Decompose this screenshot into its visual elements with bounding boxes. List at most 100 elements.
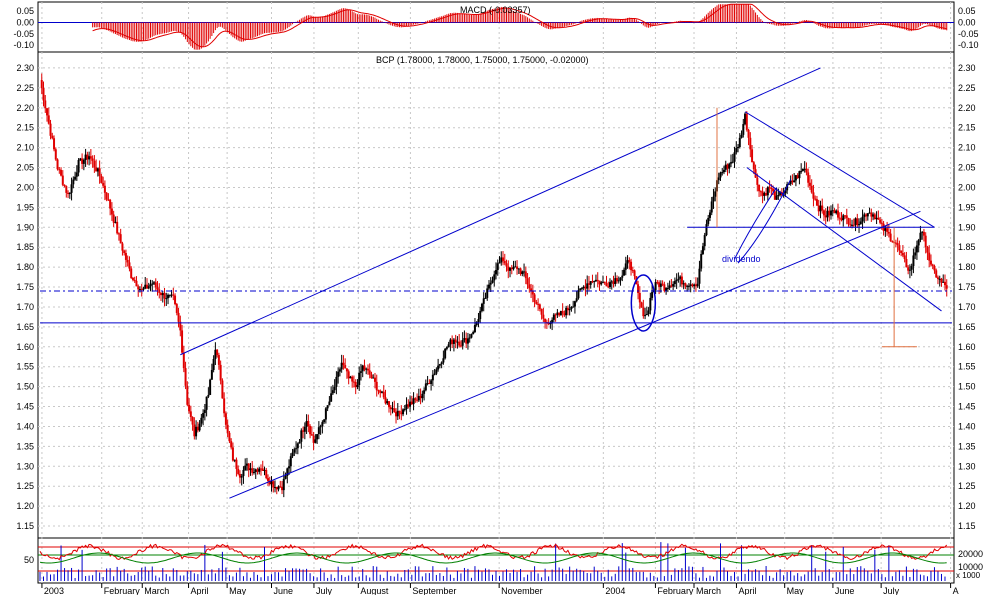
price-candle-body — [812, 192, 815, 199]
price-candle-body — [721, 172, 724, 174]
price-candle-body — [682, 283, 685, 285]
price-candle-body — [102, 182, 105, 186]
price-candle-body — [82, 160, 85, 164]
price-tick-label-left: 2.25 — [16, 83, 34, 93]
price-candle-body — [826, 210, 829, 218]
price-candle-body — [428, 383, 431, 385]
price-candle-body — [761, 191, 764, 196]
price-candle-body — [880, 222, 883, 224]
price-candle-body — [119, 234, 122, 244]
price-tick-label-left: 1.40 — [16, 421, 34, 431]
price-candle-body — [252, 472, 255, 474]
price-candle-body — [572, 306, 575, 308]
price-candle-body — [165, 298, 168, 300]
price-candle-body — [256, 469, 259, 472]
price-candle-body — [212, 358, 215, 370]
price-candle-body — [358, 372, 361, 386]
price-candle-body — [242, 469, 245, 477]
price-candle-body — [766, 187, 769, 196]
dividend-annotation: dividendo — [722, 254, 761, 264]
price-candle-body — [128, 262, 131, 269]
price-candle-body — [526, 278, 529, 285]
price-candle-body — [142, 288, 145, 290]
price-candle-body — [317, 427, 320, 435]
price-candle-body — [244, 465, 247, 470]
x-tick-label: November — [501, 586, 543, 595]
price-candle-body — [833, 210, 836, 214]
price-candle-body — [845, 215, 848, 219]
price-candle-body — [475, 321, 478, 326]
price-candle-body — [612, 281, 615, 285]
price-tick-label-right: 2.15 — [958, 123, 976, 133]
price-candle-body — [891, 241, 894, 243]
price-candle-body — [931, 264, 934, 266]
price-candle-body — [793, 180, 796, 183]
price-candle-body — [605, 283, 608, 287]
price-tick-label-left: 1.35 — [16, 441, 34, 451]
price-candle-body — [310, 434, 313, 436]
x-tick-label: 2004 — [605, 586, 625, 595]
price-tick-label-right: 1.65 — [958, 322, 976, 332]
price-candle-body — [600, 282, 603, 285]
price-candle-body — [288, 466, 291, 469]
price-candle-body — [438, 364, 441, 366]
price-tick-label-left: 2.30 — [16, 63, 34, 73]
price-candle-body — [335, 376, 338, 387]
price-candle-body — [586, 283, 589, 289]
macd-tick-label-right: 0.05 — [958, 6, 976, 16]
price-candle-body — [235, 459, 238, 469]
price-candle-body — [495, 270, 497, 275]
price-candle-body — [747, 129, 750, 138]
price-candle-body — [340, 362, 343, 370]
macd-tick-label-left: 0.00 — [16, 17, 34, 27]
price-candle-body — [872, 214, 875, 217]
price-candle-body — [694, 284, 697, 287]
price-candle-body — [281, 486, 284, 491]
price-candle-body — [616, 278, 619, 282]
price-candle-body — [270, 481, 273, 485]
price-candle-body — [167, 294, 170, 299]
price-candle-body — [177, 312, 180, 322]
price-tick-label-right: 1.60 — [958, 342, 976, 352]
x-tick-label: 2003 — [44, 586, 64, 595]
price-candle-body — [838, 217, 841, 219]
price-candle-body — [575, 298, 578, 302]
price-candle-body — [68, 192, 71, 195]
price-candle-body — [373, 377, 376, 382]
price-candle-body — [442, 358, 445, 363]
price-candle-body — [221, 380, 224, 399]
price-candle-body — [859, 221, 862, 225]
price-candle-body — [559, 311, 562, 316]
price-candle-body — [147, 286, 150, 289]
price-candle-body — [814, 198, 817, 200]
price-candle-body — [684, 283, 687, 287]
price-candle-body — [580, 288, 583, 290]
price-candle-body — [489, 282, 492, 285]
price-candle-body — [945, 285, 948, 289]
price-candle-body — [493, 274, 496, 281]
price-candle-body — [463, 338, 466, 340]
price-tick-label-right: 1.90 — [958, 222, 976, 232]
price-candle-body — [640, 302, 643, 308]
price-candle-body — [922, 231, 925, 236]
price-candle-body — [900, 250, 903, 254]
price-candle-body — [175, 304, 178, 313]
price-candle-body — [672, 283, 675, 287]
price-candle-body — [547, 322, 550, 325]
price-candle-body — [686, 285, 689, 287]
price-candle-body — [503, 260, 506, 264]
price-candle-body — [661, 283, 664, 285]
price-candle-body — [915, 245, 918, 253]
price-candle-body — [566, 307, 569, 311]
price-candle-body — [268, 480, 271, 485]
price-candle-body — [829, 210, 832, 216]
price-candle-body — [363, 365, 366, 370]
price-candle-body — [303, 426, 306, 432]
price-candle-body — [181, 330, 184, 353]
price-candle-body — [558, 312, 561, 316]
price-candle-body — [626, 260, 629, 264]
price-candle-body — [516, 266, 519, 269]
price-candle-body — [251, 468, 254, 473]
price-candle-body — [873, 214, 876, 220]
price-candle-body — [551, 319, 554, 323]
